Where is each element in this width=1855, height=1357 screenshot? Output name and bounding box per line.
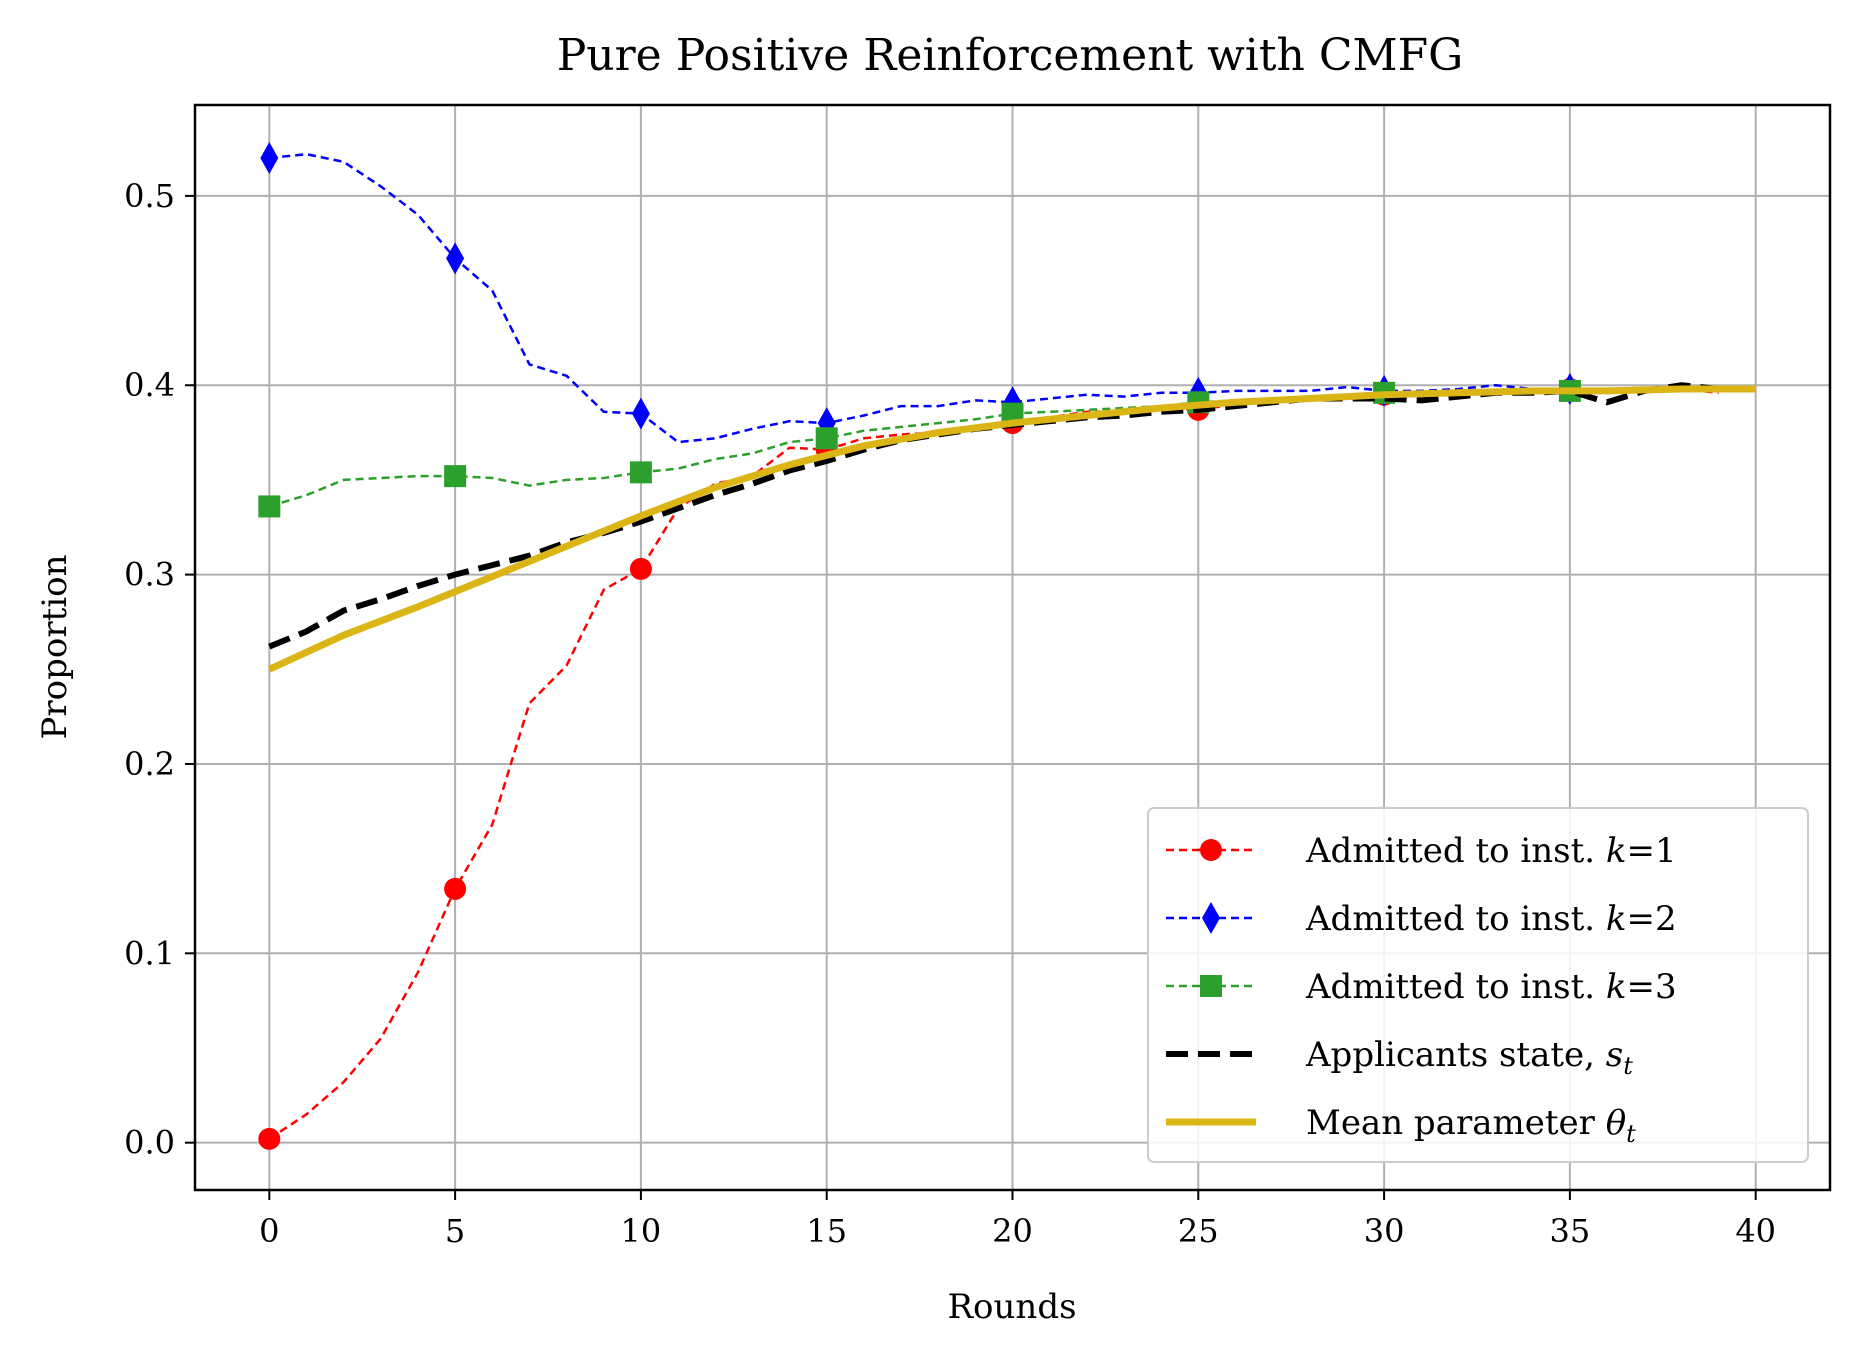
x-tick-label: 15 <box>806 1212 847 1250</box>
series-1-marker <box>258 1127 281 1150</box>
legend: Admitted to inst. k=1 Admitted to inst. k… <box>1147 807 1809 1163</box>
series-layer <box>258 142 1756 1150</box>
series-2-marker <box>631 397 650 430</box>
series-line-4 <box>268 382 1719 650</box>
y-tick-label: 0.5 <box>124 177 175 215</box>
legend-marker-3 <box>1200 975 1222 997</box>
y-tick-label: 0.4 <box>124 366 175 404</box>
series-2-marker <box>260 142 279 175</box>
x-tick-label: 5 <box>445 1212 465 1250</box>
series-3-marker <box>815 427 838 450</box>
legend-box <box>1147 807 1809 1163</box>
y-tick-label: 0.1 <box>124 934 175 972</box>
x-tick-label: 25 <box>1178 1212 1219 1250</box>
x-tick-label: 10 <box>621 1212 662 1250</box>
x-tick-label: 0 <box>259 1212 279 1250</box>
y-tick-label: 0.3 <box>124 556 175 594</box>
series-line-5 <box>267 385 1756 673</box>
series-3-marker <box>258 495 281 518</box>
x-tick-label: 35 <box>1550 1212 1591 1250</box>
series-2-marker <box>446 242 465 275</box>
x-axis-title: Rounds <box>947 1287 1076 1327</box>
y-tick-label: 0.2 <box>124 745 175 783</box>
x-tick-label: 20 <box>992 1212 1033 1250</box>
legend-label-2: Admitted to inst. k=2 <box>1305 899 1677 939</box>
legend-label-1: Admitted to inst. k=1 <box>1305 831 1677 871</box>
series-3-marker <box>444 465 467 488</box>
axis-ticks: 0 5 10 15 20 25 30 35 40 0.0 0.1 0.2 0.3 0.4 0.5 <box>124 177 1776 1250</box>
legend-label-5: Mean parameter θt <box>1306 1103 1636 1148</box>
series-line-2 <box>269 152 1719 444</box>
series-1-marker <box>629 557 652 580</box>
y-axis-title: Proportion <box>35 555 75 740</box>
legend-label-3: Admitted to inst. k=3 <box>1305 967 1677 1007</box>
chart-title: Pure Positive Reinforcement with CMFG <box>557 30 1464 81</box>
x-tick-label: 30 <box>1364 1212 1405 1250</box>
series-3-marker <box>629 461 652 484</box>
x-tick-label: 40 <box>1735 1212 1776 1250</box>
y-tick-label: 0.0 <box>124 1124 175 1162</box>
legend-marker-1 <box>1200 839 1222 861</box>
legend-label-4: Applicants state, st <box>1305 1035 1633 1080</box>
legend-marker-2 <box>1202 902 1220 934</box>
series-1-marker <box>444 877 467 900</box>
